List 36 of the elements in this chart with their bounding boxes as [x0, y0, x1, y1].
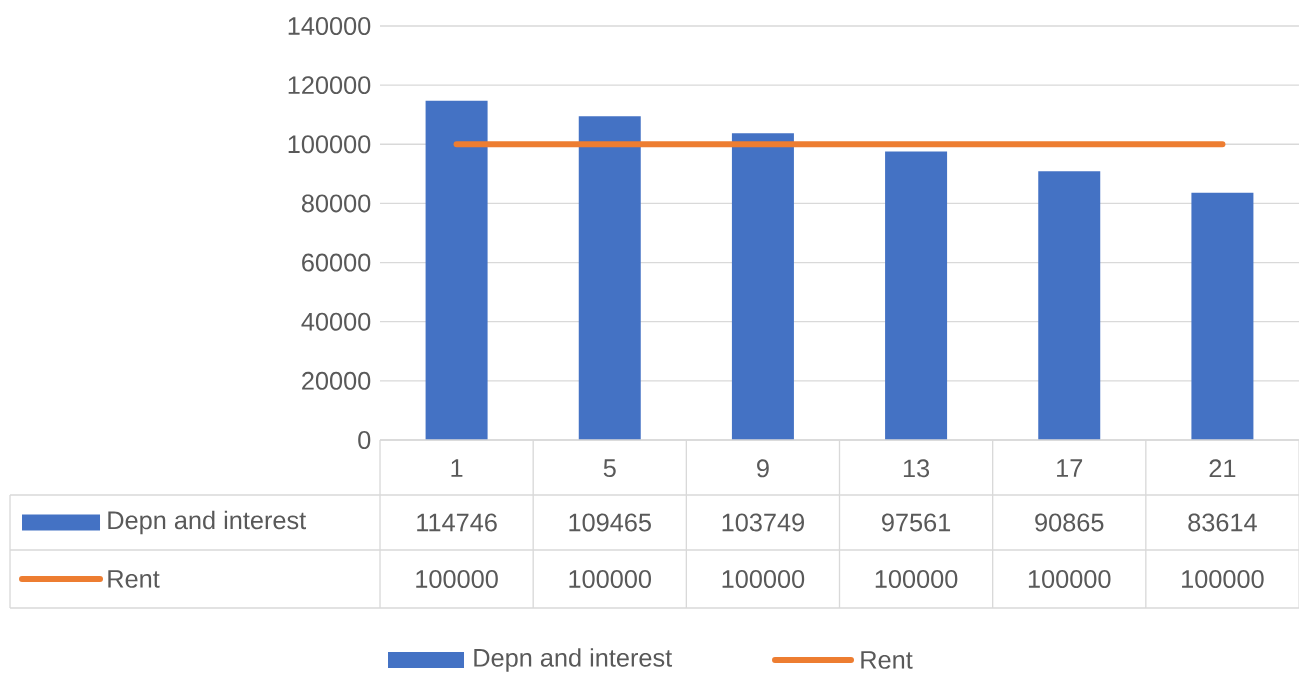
data-label: 100000 — [722, 570, 805, 588]
y-tick-label: 60000 — [302, 253, 371, 272]
x-tick-label: 13 — [903, 459, 930, 478]
y-tick-label: 0 — [358, 431, 371, 449]
legend-label: Rent — [861, 651, 913, 669]
bar — [1191, 192, 1254, 440]
data-label: 103749 — [722, 513, 804, 532]
y-tick-label: 120000 — [288, 76, 371, 95]
x-tick-label: 21 — [1209, 459, 1236, 478]
data-label: 109465 — [569, 513, 651, 532]
bar — [578, 116, 641, 440]
text: Rent — [108, 570, 160, 588]
data-label: 100000 — [1182, 570, 1264, 588]
y-tick-label: 100000 — [288, 135, 371, 154]
data-label: 100000 — [875, 570, 958, 588]
bar — [731, 133, 794, 440]
data-label: 100000 — [1028, 570, 1111, 588]
y-tick-label: 80000 — [301, 194, 371, 213]
x-tick-label: 17 — [1057, 459, 1083, 477]
y-tick-label: 140000 — [288, 17, 371, 35]
data-label: 83614 — [1188, 513, 1257, 532]
data-label: 90865 — [1035, 513, 1104, 532]
legend-label: Depn and interest — [108, 510, 307, 535]
x-tick-label: 9 — [757, 459, 769, 478]
data-label: 100000 — [569, 570, 651, 588]
x-tick-label: 1 — [451, 459, 463, 477]
y-tick-label: 20000 — [302, 371, 371, 390]
data-label: 100000 — [416, 570, 498, 588]
data-label: 114746 — [417, 513, 497, 532]
y-tick-label: 40000 — [301, 312, 371, 331]
x-tick-label: 5 — [603, 459, 616, 478]
bar — [1038, 171, 1101, 440]
data-label: 97561 — [882, 513, 951, 532]
bar — [425, 100, 488, 440]
bar — [885, 151, 948, 440]
text: Depn and interest — [474, 648, 673, 672]
